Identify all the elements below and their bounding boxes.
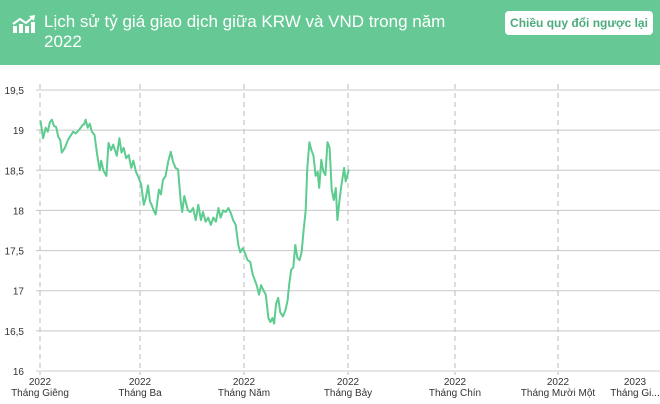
y-axis-labels: 19,5 19 18,5 18 17,5 17 16,5 16 xyxy=(5,86,25,378)
x-tick-month: Tháng Ba xyxy=(118,388,162,399)
chart-top-band xyxy=(0,65,660,69)
y-tick-label: 17 xyxy=(13,287,25,298)
chart-area xyxy=(0,65,660,404)
x-tick-month: Tháng Bảy xyxy=(324,388,372,399)
exchange-rate-line xyxy=(39,118,350,325)
y-tick-label: 16,5 xyxy=(5,327,25,338)
x-tick-year: 2022 xyxy=(547,377,570,388)
y-tick-label: 18 xyxy=(13,206,25,217)
chart-trend-up-icon xyxy=(12,15,35,33)
y-tick-label: 17,5 xyxy=(5,247,25,258)
x-dashed-gridlines xyxy=(39,84,559,375)
x-tick-month: Tháng Chín xyxy=(429,388,481,399)
x-tick-year: 2022 xyxy=(129,377,152,388)
chart-header: Lịch sử tỷ giá giao dịch giữa KRW và VND… xyxy=(0,0,660,65)
x-tick-month: Tháng Gi... xyxy=(610,388,659,399)
reverse-conversion-button[interactable]: Chiều quy đổi ngược lại xyxy=(505,11,653,35)
x-tick-year: 2023 xyxy=(624,377,647,388)
x-tick-year: 2022 xyxy=(233,377,256,388)
y-tick-label: 18,5 xyxy=(5,166,25,177)
x-tick-year: 2022 xyxy=(337,377,360,388)
y-tick-label: 16 xyxy=(13,367,25,378)
x-tick-year: 2022 xyxy=(29,377,52,388)
chart-title: Lịch sử tỷ giá giao dịch giữa KRW và VND… xyxy=(44,12,446,51)
y-tick-label: 19 xyxy=(13,126,25,137)
y-tick-label: 19,5 xyxy=(5,86,25,97)
x-tick-month: Tháng Năm xyxy=(218,388,270,399)
x-tick-year: 2022 xyxy=(444,377,467,388)
x-tick-month: Tháng Giêng xyxy=(11,388,69,399)
x-tick-month: Tháng Mười Một xyxy=(521,388,596,399)
